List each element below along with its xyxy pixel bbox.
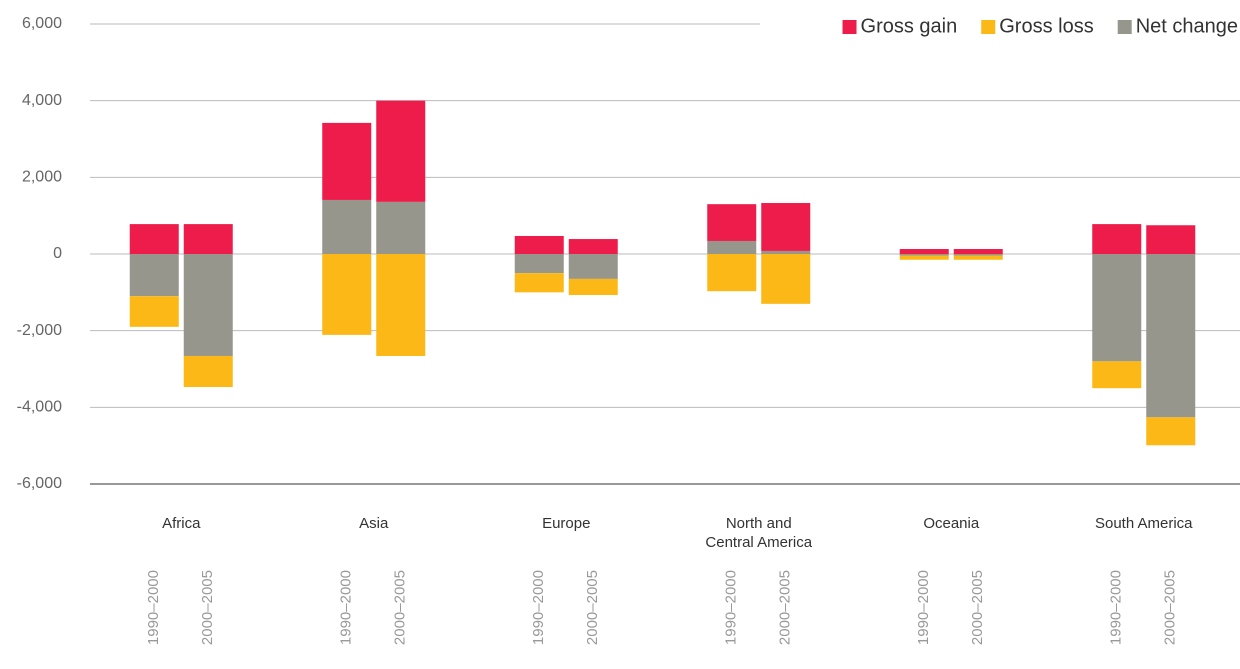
bar-segment [514,254,564,274]
y-tick-label: -6,000 [17,475,62,492]
x-category-label: Asia [359,515,389,532]
bar-segment [129,254,179,297]
period-label: 1990–2000 [145,570,162,645]
period-label: 2000–2005 [392,570,409,645]
period-label: 2000–2005 [777,570,794,645]
bar-segment [183,355,233,388]
period-label: 2000–2005 [584,570,601,645]
bar-segment [514,235,564,254]
bar-segment [376,201,426,254]
y-tick-label: -4,000 [17,399,62,416]
bar-segment [376,100,426,202]
bar-segment [761,203,811,251]
legend-label: Gross loss [999,15,1093,37]
bar-segment [1092,361,1142,389]
legend-swatch [1117,20,1132,34]
bar-segment [376,254,426,356]
period-label: 2000–2005 [1162,570,1179,645]
legend-label: Gross gain [861,15,958,37]
bar-segment [1146,225,1196,254]
x-category-label: Europe [542,515,591,532]
x-category-label: North and Central America [705,515,813,551]
period-label: 1990–2000 [338,570,355,645]
period-label: 2000–2005 [969,570,986,645]
bar-segment [953,249,1003,254]
legend-swatch [981,20,996,34]
bar-segment [899,255,949,260]
y-tick-label: 2,000 [22,169,62,186]
period-label: 1990–2000 [723,570,740,645]
period-label: 2000–2005 [199,570,216,645]
bar-segment [129,224,179,254]
y-tick-label: 4,000 [22,92,62,109]
x-category-label: South America [1094,515,1193,532]
bar-segment [707,254,757,292]
bar-segment [761,254,811,304]
y-tick-label: -2,000 [17,322,62,339]
bar-segment [707,204,757,241]
bar-segment [707,240,757,254]
bar-segment [322,122,372,200]
legend-label: Net change [1136,15,1238,37]
bar-segment [899,249,949,254]
legend-swatch [842,20,857,34]
bar-segment [899,254,949,256]
bar-segment [129,296,179,327]
bar-segment [568,254,618,279]
bar-segment [953,254,1003,256]
period-label: 1990–2000 [530,570,547,645]
bar-segment [183,254,233,356]
bar-segment [514,273,564,293]
bar-segment [1092,254,1142,362]
bar-segment [568,278,618,296]
legend-background [760,8,1240,42]
bar-segment [322,199,372,254]
y-tick-label: 0 [53,245,62,262]
x-category-label: Africa [162,515,201,532]
bar-segment [953,255,1003,260]
period-label: 1990–2000 [915,570,932,645]
bar-segment [1146,254,1196,418]
period-label: 1990–2000 [1108,570,1125,645]
bar-segment [1146,417,1196,446]
bar-segment [183,224,233,254]
x-category-label: Oceania [923,515,980,532]
bar-segment [1092,224,1142,254]
bar-segment [322,254,372,335]
bar-segment [761,250,811,254]
y-tick-label: 6,000 [22,15,62,32]
bar-segment [568,239,618,254]
